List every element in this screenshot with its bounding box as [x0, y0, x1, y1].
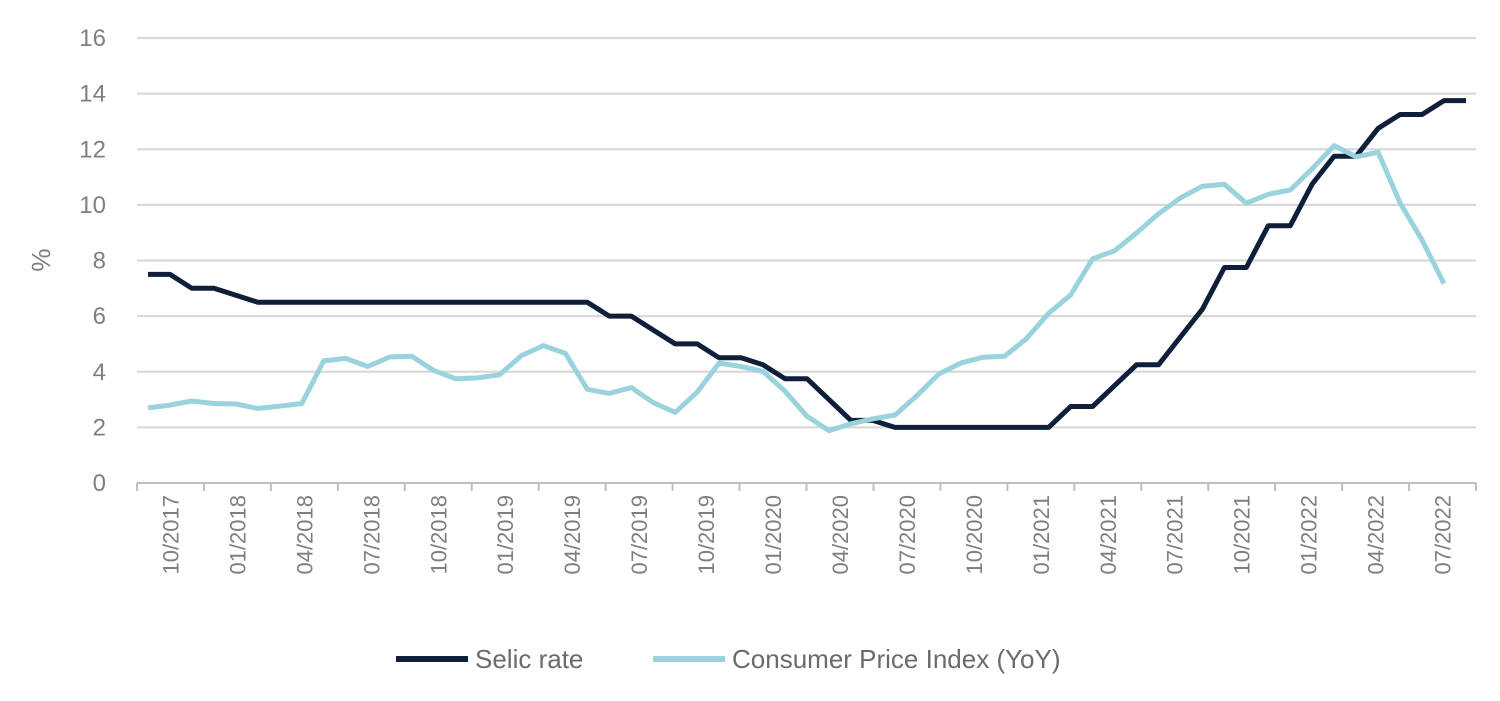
- y-tick-label: 4: [93, 359, 106, 386]
- x-tick-label: 01/2020: [761, 495, 786, 575]
- x-tick-label: 04/2021: [1096, 495, 1121, 575]
- x-tick-label: 10/2019: [694, 495, 719, 575]
- y-tick-labels: 0 2 4 6 8 10 12 14 16: [79, 25, 106, 497]
- x-tick-label: 07/2021: [1163, 495, 1188, 575]
- x-tick-labels: 10/2017 01/2018 04/2018 07/2018 10/2018 01/20…: [158, 495, 1455, 575]
- x-tick-label: 04/2020: [828, 495, 853, 575]
- x-tick-label: 04/2018: [292, 495, 317, 575]
- legend-label: Selic rate: [475, 644, 583, 674]
- x-tick-label: 10/2018: [426, 495, 451, 575]
- legend: Selic rate Consumer Price Index (YoY): [396, 644, 1061, 674]
- gridlines: [137, 36, 1476, 429]
- y-tick-label: 10: [79, 192, 106, 219]
- x-tick-label: 10/2020: [962, 495, 987, 575]
- x-tick-label: 04/2022: [1364, 495, 1389, 575]
- y-tick-label: 2: [93, 414, 106, 441]
- axes: [136, 482, 1477, 491]
- x-tick-label: 04/2019: [560, 495, 585, 575]
- x-tick-label: 07/2020: [895, 495, 920, 575]
- series-lines: [147, 98, 1466, 434]
- legend-label: Consumer Price Index (YoY): [732, 644, 1061, 674]
- series-line-cpi-yoy: [147, 143, 1447, 434]
- x-tick-label: 07/2022: [1431, 495, 1456, 575]
- y-tick-label: 8: [93, 248, 106, 275]
- y-axis-label: %: [26, 248, 56, 271]
- x-tick-label: 10/2017: [158, 495, 183, 575]
- y-tick-label: 0: [93, 470, 106, 497]
- x-tick-label: 01/2018: [225, 495, 250, 575]
- x-tick-label: 01/2019: [493, 495, 518, 575]
- x-tick-label: 07/2019: [627, 495, 652, 575]
- y-tick-label: 16: [79, 25, 106, 52]
- y-tick-label: 12: [79, 136, 106, 163]
- y-tick-label: 6: [93, 303, 106, 330]
- y-tick-label: 14: [79, 81, 106, 108]
- x-tick-label: 07/2018: [359, 495, 384, 575]
- x-tick-label: 01/2021: [1029, 495, 1054, 575]
- series-line-selic-rate: [148, 98, 1466, 430]
- x-tick-label: 01/2022: [1297, 495, 1322, 575]
- x-tick-label: 10/2021: [1230, 495, 1255, 575]
